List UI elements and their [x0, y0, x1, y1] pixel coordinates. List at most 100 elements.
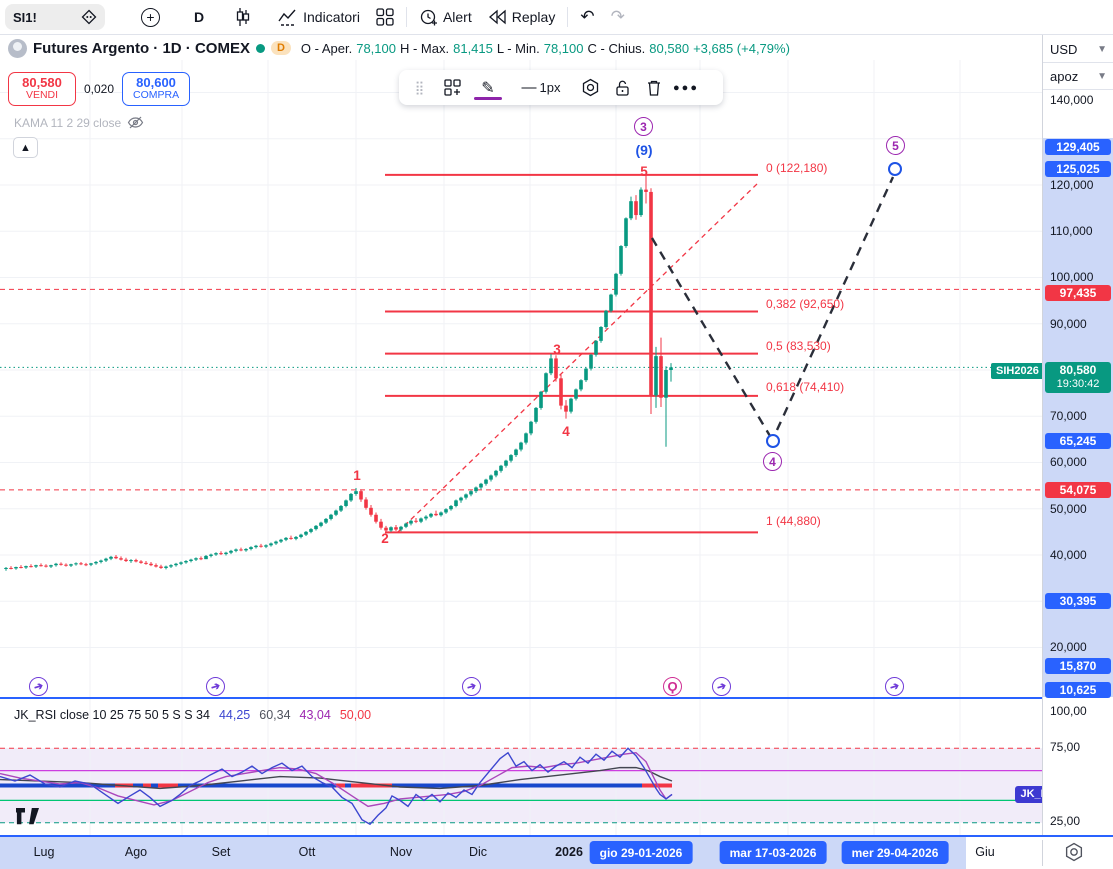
price-level-badge: 125,025: [1045, 161, 1111, 177]
low-label: L - Min.: [496, 40, 540, 56]
price-axis[interactable]: USD ▼ apoz ▼ 140,000 120,000 110,000 100…: [1042, 35, 1113, 835]
low-value: 78,100: [543, 40, 584, 56]
top-toolbar: SI1! + D Indicatori Alert Replay ↶: [0, 0, 1113, 35]
collapse-pane-button[interactable]: ▲: [13, 137, 38, 158]
template-button[interactable]: [437, 74, 467, 102]
rsi-tick: 25,00: [1050, 814, 1081, 828]
layout-grid-button[interactable]: [368, 3, 402, 31]
kama-indicator-row[interactable]: KAMA 11 2 29 close: [14, 115, 144, 130]
currency-label: USD: [1050, 42, 1078, 57]
month-label: Lug: [33, 845, 55, 859]
pane-separator[interactable]: [0, 835, 1113, 837]
contract-rollover-marker[interactable]: ➔: [885, 677, 904, 696]
candlestick-chart: [0, 60, 1042, 698]
time-axis-settings-icon[interactable]: [1064, 842, 1084, 867]
indicators-button[interactable]: Indicatori: [270, 3, 368, 31]
spread-value: 0,020: [84, 82, 115, 96]
price-chart-pane[interactable]: [0, 60, 1042, 698]
last-price-badge: 80,580 19:30:42: [1045, 362, 1111, 393]
month-label: Ago: [124, 845, 148, 859]
pencil-icon: ✎: [481, 79, 495, 97]
unit-selector[interactable]: apoz ▼: [1043, 64, 1113, 90]
wave-4-label[interactable]: 4: [562, 424, 570, 439]
interval-badge: D: [270, 41, 291, 55]
rsi-value-ema: 60,34: [259, 708, 291, 722]
indicators-label: Indicatori: [303, 9, 360, 25]
wave-3-label[interactable]: 3: [553, 342, 561, 357]
wave-5-label[interactable]: 5: [640, 164, 648, 179]
replay-rewind-icon: [488, 9, 506, 25]
circled-wave-4[interactable]: 4: [763, 452, 782, 471]
drawing-settings-button[interactable]: [575, 74, 605, 102]
lightning-icon: Ϙ: [667, 679, 678, 694]
high-label: H - Max.: [399, 40, 450, 56]
undo-button[interactable]: ↶: [580, 7, 595, 26]
add-symbol-button[interactable]: +: [133, 3, 168, 31]
fib-level-382-label[interactable]: 0,382 (92,650): [766, 297, 845, 311]
chart-style-button[interactable]: [226, 3, 260, 31]
timeframe-button[interactable]: D: [186, 3, 212, 31]
rsi-legend[interactable]: JK_RSI close 10 25 75 50 5 S S 34 44,25 …: [14, 708, 371, 722]
more-options-button[interactable]: ●●●: [673, 81, 699, 94]
buy-label: COMPRA: [132, 89, 180, 102]
year-label: 2026: [555, 845, 583, 859]
symbol-avatar: [8, 38, 27, 58]
toolbar-divider: [567, 7, 569, 27]
template-squares-icon: [443, 79, 461, 96]
circled-wave-5[interactable]: 5: [886, 136, 905, 155]
unit-label: apoz: [1050, 69, 1079, 84]
circled-wave-3[interactable]: 3: [634, 117, 653, 136]
lock-drawing-button[interactable]: [607, 74, 637, 102]
eye-off-icon[interactable]: [127, 115, 144, 130]
redo-button[interactable]: ↷: [610, 7, 625, 26]
wave-2-label[interactable]: 2: [381, 531, 389, 546]
symbol-search-box[interactable]: SI1!: [5, 4, 105, 30]
currency-selector[interactable]: USD ▼: [1043, 37, 1113, 63]
fib-level-1-label[interactable]: 1 (44,880): [766, 514, 821, 528]
open-value: 78,100: [356, 40, 396, 56]
arrow-right-icon: ➔: [32, 679, 45, 695]
line-width-button[interactable]: — 1px: [509, 74, 573, 102]
arrow-right-icon: ➔: [465, 679, 478, 695]
pane-separator[interactable]: [0, 697, 1113, 699]
contract-rollover-marker[interactable]: ➔: [712, 677, 731, 696]
date-badge: mar 17-03-2026: [719, 841, 827, 864]
fib-level-50-label[interactable]: 0,5 (83,530): [766, 339, 831, 353]
price-level-badge: 65,245: [1045, 433, 1111, 449]
contract-rollover-marker[interactable]: ➔: [462, 677, 481, 696]
sell-button[interactable]: 80,580 VENDI: [8, 72, 76, 106]
alert-button[interactable]: Alert: [411, 3, 480, 31]
line-color-button[interactable]: ✎: [469, 74, 507, 102]
wave-1-label[interactable]: 1: [353, 468, 361, 483]
order-panel: 80,580 VENDI 0,020 80,600 COMPRA: [8, 72, 191, 106]
delete-drawing-button[interactable]: [639, 74, 669, 102]
arrow-right-icon: ➔: [209, 679, 222, 695]
price-tick: 70,000: [1050, 409, 1087, 423]
event-flash-marker[interactable]: Ϙ: [663, 677, 682, 696]
indicators-icon: [278, 9, 296, 26]
sub-wave-9-label[interactable]: (9): [635, 142, 653, 158]
chart-legend[interactable]: Futures Argento · 1D · COMEX D O - Aper.…: [0, 36, 1042, 60]
time-axis[interactable]: Lug Ago Set Ott Nov Dic 2026 gio 29-01-2…: [0, 837, 1113, 869]
contract-rollover-marker[interactable]: ➔: [29, 677, 48, 696]
replay-button[interactable]: Replay: [480, 3, 564, 31]
symbol-flag-icon[interactable]: [81, 9, 97, 25]
rsi-pane[interactable]: [0, 699, 1113, 835]
chevron-down-icon: ▼: [1097, 71, 1107, 82]
buy-button[interactable]: 80,600 COMPRA: [122, 72, 191, 106]
month-label: Dic: [468, 845, 488, 859]
fib-level-0-label[interactable]: 0 (122,180): [766, 161, 828, 175]
price-tick: 90,000: [1050, 317, 1087, 331]
contract-rollover-marker[interactable]: ➔: [206, 677, 225, 696]
countdown-timer: 19:30:42: [1056, 378, 1100, 390]
date-badge: gio 29-01-2026: [589, 841, 693, 864]
symbol-title[interactable]: Futures Argento · 1D · COMEX: [33, 39, 250, 57]
open-label: O - Aper.: [300, 40, 353, 56]
tradingview-logo[interactable]: [16, 808, 42, 831]
arrow-right-icon: ➔: [888, 679, 901, 695]
toolbar-drag-handle[interactable]: ⣿: [414, 79, 426, 95]
last-price: 80,580: [1059, 363, 1097, 377]
fib-level-618-label[interactable]: 0,618 (74,410): [766, 380, 845, 394]
price-level-badge: 30,395: [1045, 593, 1111, 609]
sell-price: 80,580: [22, 75, 62, 91]
